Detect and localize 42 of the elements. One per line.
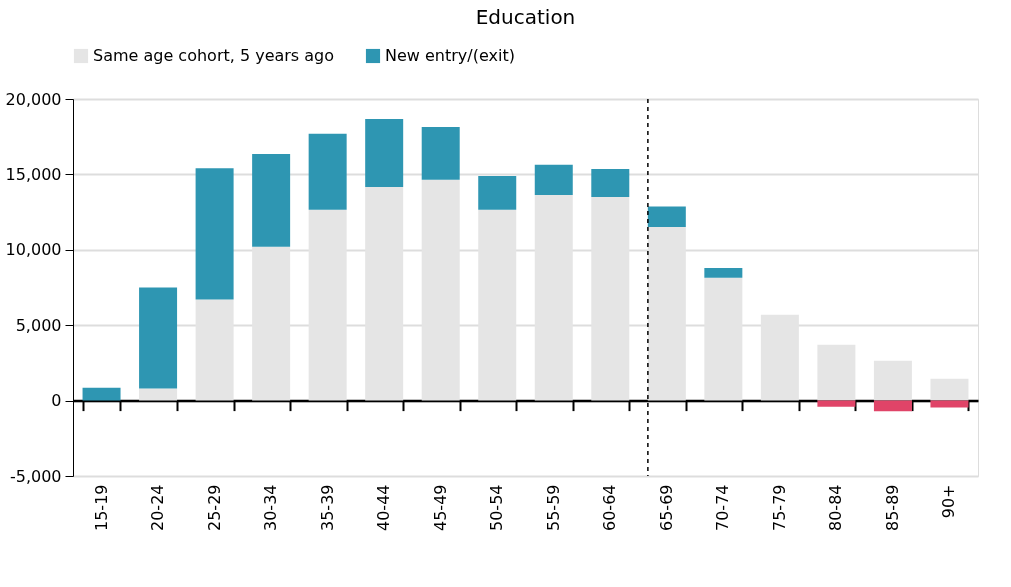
y-tick-label: 0 [51, 391, 62, 411]
legend-label: New entry/(exit) [385, 46, 515, 65]
x-tick-label: 15-19 [91, 484, 111, 531]
legend-label: Same age cohort, 5 years ago [93, 46, 335, 65]
bar [139, 287, 178, 389]
bar [873, 400, 912, 412]
x-tick-label: 70-74 [713, 484, 733, 531]
bar [930, 378, 969, 401]
bar [252, 154, 291, 247]
x-tick-label: 75-79 [769, 484, 789, 531]
x-tick-label: 80-84 [826, 484, 846, 531]
bar [534, 164, 573, 195]
bar [817, 400, 856, 407]
bar [704, 267, 743, 278]
y-tick-label: 5,000 [15, 315, 62, 335]
x-tick-label: 85-89 [882, 484, 902, 531]
chart-title: Education [475, 5, 576, 29]
bar [365, 119, 404, 187]
bar [195, 168, 234, 300]
x-tick-label: 25-29 [204, 484, 224, 531]
x-tick-label: 30-34 [261, 484, 281, 531]
bar [647, 206, 686, 227]
x-tick-label: 45-49 [430, 484, 450, 531]
y-tick-label: -5,000 [9, 466, 62, 486]
y-tick-label: 15,000 [5, 164, 62, 184]
x-tick-label: 40-44 [374, 484, 394, 531]
bar [478, 175, 517, 210]
x-tick-label: 60-64 [600, 484, 620, 531]
y-tick-label: 20,000 [5, 89, 62, 109]
x-tick-label: 50-54 [487, 484, 507, 531]
bar [421, 127, 460, 180]
y-tick-label: 10,000 [5, 240, 62, 260]
x-tick-label: 20-24 [148, 484, 168, 531]
x-tick-label: 35-39 [317, 484, 337, 531]
bar [82, 387, 121, 401]
bar [591, 169, 630, 198]
x-tick-label: 65-69 [656, 484, 676, 531]
bar [873, 360, 912, 401]
bar [817, 344, 856, 401]
x-tick-label: 55-59 [543, 484, 563, 531]
x-tick-label: 90+ [939, 484, 959, 519]
bar [308, 133, 347, 210]
